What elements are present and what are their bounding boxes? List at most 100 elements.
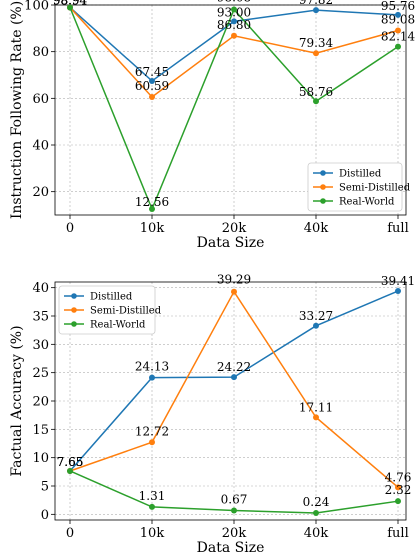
x-tick-label: full — [387, 526, 409, 541]
x-tick-label: 0 — [66, 526, 74, 541]
data-point — [231, 374, 237, 381]
data-point — [395, 498, 401, 505]
data-point — [313, 50, 319, 57]
data-label: 79.34 — [299, 36, 334, 50]
data-label: 67.45 — [135, 65, 169, 79]
data-point — [395, 11, 401, 18]
data-point — [231, 288, 237, 295]
data-labels-3: 98.94 12.56 98.08 58.76 82.14 — [53, 0, 416, 209]
y-tick-label: 5 — [41, 480, 49, 495]
y-tick-label: 30 — [32, 338, 49, 353]
data-label: 39.29 — [217, 273, 251, 287]
data-labels-2: 7.65 12.72 39.29 17.11 4.76 — [57, 273, 412, 485]
data-point — [67, 467, 73, 474]
legend-label: Real-World — [339, 197, 395, 208]
data-label: 58.76 — [299, 85, 333, 99]
plot-frame — [54, 4, 407, 216]
y-axis-ticks: 20 40 60 80 100 — [24, 0, 55, 200]
y-tick-label: 20 — [32, 395, 49, 410]
y-tick-label: 15 — [32, 423, 49, 438]
legend: Distilled Semi-Distilled Real-World — [307, 162, 411, 212]
y-tick-label: 40 — [32, 139, 49, 154]
y-axis-title: Factual Accuracy (%) — [9, 325, 25, 476]
legend-swatch-marker — [320, 184, 326, 190]
data-point — [395, 27, 401, 34]
grid-lines — [55, 282, 406, 520]
data-label: 24.22 — [217, 360, 251, 374]
data-point — [149, 77, 155, 84]
data-label: 1.31 — [139, 489, 166, 503]
legend-label: Real-World — [90, 320, 146, 331]
data-point — [231, 6, 237, 13]
data-label: 95.76 — [381, 0, 415, 13]
y-tick-label: 10 — [32, 451, 49, 466]
data-label: 2.32 — [385, 483, 412, 497]
x-axis-title: Data Size — [197, 540, 265, 556]
y-tick-label: 80 — [32, 45, 49, 60]
chart-panel-2: 0 5 10 15 20 25 30 35 40 0 10k 20k 40k full Data Size F… — [9, 273, 415, 556]
legend-swatch-marker — [71, 307, 77, 313]
data-labels-3: 7.65 1.31 0.67 0.24 2.32 — [57, 455, 412, 509]
data-label: 17.11 — [299, 400, 333, 414]
y-tick-label: 25 — [32, 366, 49, 381]
series-real-world — [67, 467, 401, 516]
data-label: 97.82 — [299, 0, 333, 7]
data-label: 4.76 — [385, 470, 412, 484]
data-point — [149, 93, 155, 100]
y-tick-label: 20 — [32, 185, 49, 200]
x-tick-label: 40k — [304, 221, 329, 236]
y-tick-label: 60 — [32, 92, 49, 107]
y-tick-label: 40 — [32, 281, 49, 296]
y-axis-title: Instruction Following Rate (%) — [9, 1, 25, 219]
legend-box — [58, 285, 156, 335]
data-point — [149, 206, 155, 213]
data-label: 39.41 — [381, 274, 415, 288]
legend-label: Distilled — [90, 292, 133, 303]
legend-label: Distilled — [339, 169, 382, 180]
x-axis-ticks: 0 10k 20k 40k full — [66, 215, 409, 236]
data-label: 82.14 — [381, 30, 416, 44]
data-point — [395, 43, 401, 50]
y-tick-label: 100 — [24, 0, 49, 14]
data-label: 60.59 — [135, 79, 169, 93]
data-label: 86.80 — [217, 18, 251, 32]
x-tick-label: 10k — [140, 526, 165, 541]
legend-swatch-marker — [320, 198, 326, 204]
data-point — [149, 374, 155, 381]
data-label: 0.24 — [303, 495, 330, 509]
legend-box — [307, 162, 403, 212]
data-label: 12.72 — [135, 424, 169, 438]
data-label: 0.67 — [221, 493, 248, 507]
x-tick-label: 40k — [304, 526, 329, 541]
data-point — [313, 414, 319, 421]
x-tick-label: full — [387, 221, 409, 236]
data-point — [67, 4, 73, 11]
data-labels-2: 98.94 60.59 86.80 79.34 89.08 — [53, 0, 415, 93]
x-tick-label: 20k — [222, 526, 247, 541]
y-tick-label: 35 — [32, 310, 49, 325]
legend-swatch-marker — [320, 170, 326, 176]
x-axis-title: Data Size — [197, 235, 265, 251]
data-point — [149, 439, 155, 446]
x-tick-label: 10k — [140, 221, 165, 236]
legend-label: Semi-Distilled — [90, 306, 162, 317]
x-tick-label: 0 — [66, 221, 74, 236]
data-label: 7.65 — [57, 455, 84, 469]
data-label: 93.00 — [217, 5, 251, 19]
data-label: 98.94 — [53, 0, 88, 7]
data-label: 89.08 — [381, 12, 415, 26]
data-label: 98.94 — [53, 0, 88, 7]
x-tick-label: 20k — [222, 221, 247, 236]
chart-panel-1: 20 40 60 80 100 0 10k 20k 40k full Data Size Instru… — [9, 0, 416, 251]
y-axis-ticks: 0 5 10 15 20 25 30 35 40 — [32, 281, 55, 523]
data-point — [231, 18, 237, 25]
data-point — [313, 7, 319, 14]
legend: Distilled Semi-Distilled Real-World — [58, 285, 162, 335]
data-point — [313, 322, 319, 329]
y-tick-label: 0 — [41, 508, 49, 523]
x-axis-ticks: 0 10k 20k 40k full — [66, 520, 409, 541]
series-real-world — [67, 4, 401, 213]
legend-swatch-marker — [71, 293, 77, 299]
data-labels-1: 7.65 24.13 24.22 33.27 39.41 — [57, 274, 416, 469]
